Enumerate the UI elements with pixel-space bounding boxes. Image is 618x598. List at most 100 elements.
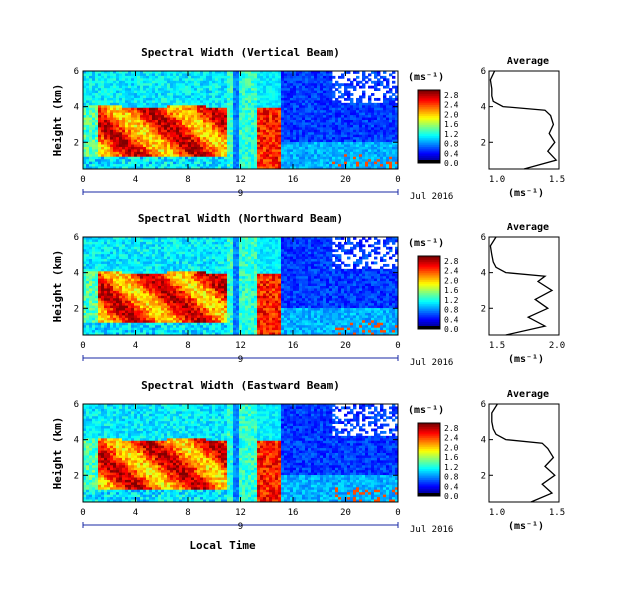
heatmap-cell [248,137,252,140]
heatmap-cell [200,80,204,84]
heatmap-cell [89,124,93,128]
heatmap-cell [311,142,315,145]
heatmap-cell [236,164,240,167]
heatmap-cell [335,151,339,155]
heatmap-cell [341,95,345,99]
heatmap-cell [362,110,366,114]
heatmap-cell [344,122,348,126]
heatmap-cell [203,122,207,126]
heatmap-cell [395,161,399,165]
heatmap-cell [314,73,318,77]
heatmap-cell [119,154,123,158]
heatmap-cell [116,239,120,243]
heatmap-cell [104,312,108,316]
heatmap-cell [86,122,90,126]
heatmap-cell [377,80,381,84]
heatmap-cell [128,308,132,311]
heatmap-cell [113,310,117,314]
heatmap-cell [83,137,87,140]
heatmap-cell [101,293,105,297]
heatmap-cell [182,166,186,170]
heatmap-cell [173,97,177,101]
heatmap-cell [383,161,387,165]
heatmap-cell [284,149,288,153]
heatmap-cell [356,129,360,133]
heatmap-cell [173,90,177,94]
heatmap-cell [344,115,348,118]
heatmap-cell [245,112,249,116]
heatmap-cell [131,239,135,243]
heatmap-cell [224,166,228,170]
heatmap-cell [251,112,255,116]
heatmap-cell [185,132,189,136]
heatmap-cell [110,124,114,128]
heatmap-cell [122,330,126,333]
heatmap-cell [119,281,123,284]
heatmap-cell [98,161,102,165]
heatmap-cell [134,151,138,155]
heatmap-cell [95,110,99,114]
heatmap-cell [383,110,387,114]
heatmap-cell [146,107,150,111]
heatmap-cell [101,124,105,128]
heatmap-cell [221,117,225,121]
heatmap-cell [125,88,129,91]
heatmap-cell [152,124,156,128]
heatmap-cell [185,146,189,150]
heatmap-cell [257,146,261,150]
heatmap-cell [131,83,135,87]
heatmap-cell [272,107,276,111]
heatmap-cell [116,310,120,314]
heatmap-cell [335,137,339,140]
heatmap-cell [167,142,171,145]
heatmap-cell [269,100,273,104]
heatmap-cell [209,78,213,82]
heatmap-cell [101,88,105,91]
heatmap-cell [116,254,120,257]
heatmap-cell [122,276,126,280]
heatmap-cell [140,249,144,253]
heatmap-cell [146,112,150,116]
heatmap-cell [179,93,183,96]
heatmap-cell [116,271,120,275]
heatmap-cell [221,107,225,111]
heatmap-cell [161,105,165,109]
heatmap-cell [137,93,141,96]
heatmap-cell [299,90,303,94]
heatmap-cell [125,268,129,272]
heatmap-cell [374,161,378,165]
heatmap-cell [86,137,90,140]
heatmap-cell [275,71,279,74]
heatmap-cell [125,239,129,243]
heatmap-cell [224,154,228,158]
heatmap-cell [353,112,357,116]
heatmap-cell [143,261,147,265]
heatmap-cell [92,134,96,138]
heatmap-cell [173,88,177,91]
heatmap-cell [329,124,333,128]
heatmap-cell [164,120,168,123]
heatmap-cell [164,154,168,158]
heatmap-cell [191,129,195,133]
heatmap-cell [164,151,168,155]
heatmap-cell [158,164,162,167]
heatmap-cell [392,127,396,131]
heatmap-cell [95,290,99,294]
heatmap-cell [200,90,204,94]
heatmap-cell [209,102,213,106]
heatmap-cell [395,120,399,123]
heatmap-cell [233,88,237,91]
heatmap-cell [326,142,330,145]
heatmap-cell [326,105,330,109]
heatmap-cell [152,122,156,126]
heatmap-cell [302,93,306,96]
heatmap-cell [242,146,246,150]
heatmap-cell [365,124,369,128]
heatmap-cell [176,166,180,170]
heatmap-cell [149,97,153,101]
heatmap-cell [263,83,267,87]
heatmap-cell [107,134,111,138]
heatmap-cell [362,105,366,109]
heatmap-cell [347,120,351,123]
heatmap-cell [122,90,126,94]
